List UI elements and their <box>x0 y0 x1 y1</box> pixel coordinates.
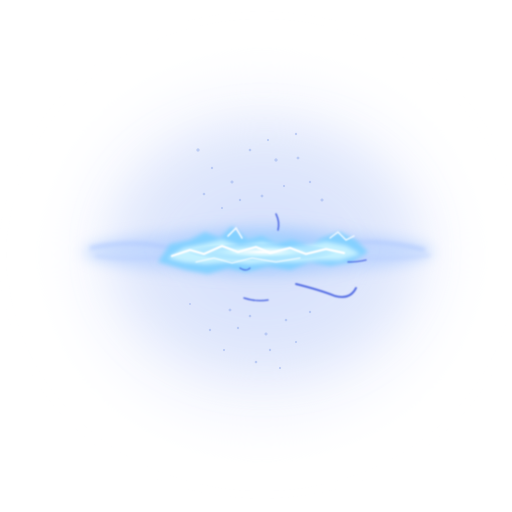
particles <box>189 132 324 370</box>
lightning-filaments <box>170 226 355 264</box>
dark-tendrils <box>239 213 367 302</box>
